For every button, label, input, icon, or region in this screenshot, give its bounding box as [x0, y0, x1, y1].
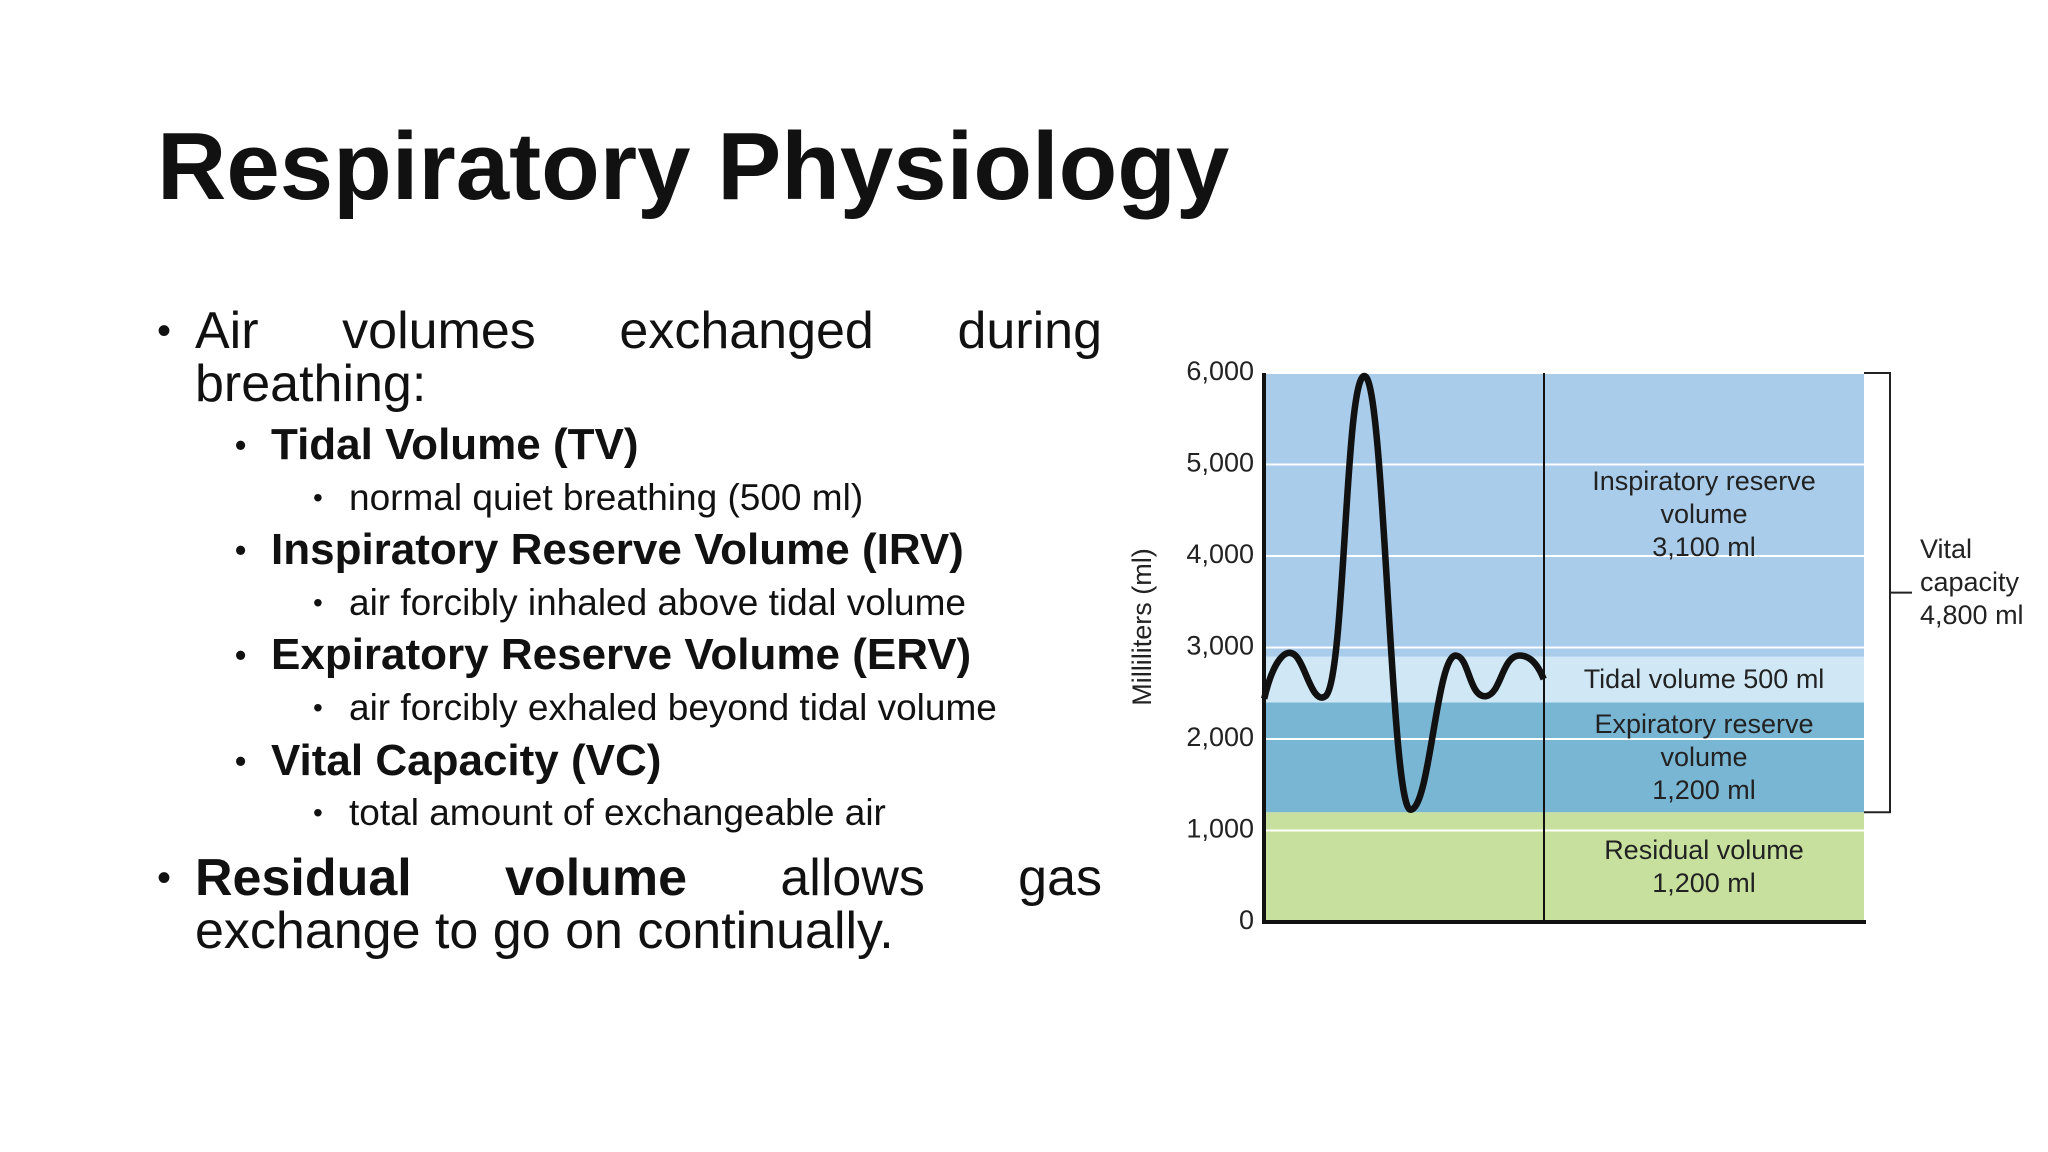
text: allows gas exchange to go on continually… [195, 848, 1102, 960]
band-label: Expiratory reserve volume 1,200 ml [1554, 697, 1854, 817]
bracket-value-label: 4,800 ml [1920, 599, 2024, 630]
band-name: Expiratory reserve volume [1594, 708, 1814, 772]
band [1264, 702, 1864, 813]
band-value-label: 3,100 ml [1652, 532, 1756, 563]
band-value-label: 1,200 ml [1652, 868, 1756, 899]
sub-sub-bullet: air forcibly exhaled beyond tidal volume [313, 682, 1102, 735]
band-label: Tidal volume 500 ml [1554, 620, 1854, 740]
sub-bullet: Inspiratory Reserve Volume (IRV) [235, 524, 1102, 577]
band-label-text: Inspiratory reserve volume 3,100 ml [1589, 465, 1819, 564]
bands [1264, 373, 1864, 922]
breathing-curve [1261, 372, 1547, 813]
band-value-label: 500 ml [1743, 664, 1825, 695]
y-tick-label: 4,000 [1186, 539, 1254, 569]
y-tick-label: 1,000 [1186, 814, 1254, 844]
text: Air volumes exchanged during breathing: [195, 302, 1102, 413]
y-tick-label: 3,000 [1186, 631, 1254, 661]
slide-title: Respiratory Physiology [157, 113, 1230, 220]
sub-bullet: Expiratory Reserve Volume (ERV) [235, 629, 1102, 682]
y-tick-label: 6,000 [1186, 356, 1254, 386]
band [1264, 656, 1864, 703]
sub-sub-bullet: total amount of exchangeable air [313, 787, 1102, 840]
bracket-name: Vital capacity [1920, 533, 2020, 597]
bold-text: Residual volume [195, 848, 688, 907]
band-label-box: Tidal volume 500 ml [1554, 620, 1854, 740]
sub-sub-bullet: normal quiet breathing (500 ml) [313, 472, 1102, 525]
band-label: Inspiratory reserve volume 3,100 ml [1554, 455, 1854, 575]
bullet: Air volumes exchanged during breathing:T… [157, 305, 1102, 840]
band-value-label: 1,200 ml [1652, 774, 1756, 805]
band-name: Inspiratory reserve volume [1592, 466, 1816, 530]
bracket [1864, 372, 1912, 814]
breathing-curve-group [1261, 372, 1547, 813]
band-label-text: Tidal volume 500 ml [1584, 663, 1825, 696]
bracket-label: Vital capacity 4,800 ml [1920, 533, 2040, 632]
y-axis-label: Milliliters (ml) [1127, 548, 1157, 705]
band [1264, 373, 1864, 657]
y-tick-label: 5,000 [1186, 448, 1254, 478]
band-name: Residual volume [1604, 835, 1804, 866]
band-label-text: Residual volume 1,200 ml [1589, 834, 1819, 900]
band-label: Residual volume 1,200 ml [1554, 807, 1854, 927]
y-tick-label: 0 [1239, 905, 1254, 935]
band-name: Tidal volume [1583, 664, 1736, 695]
y-tick-label: 2,000 [1186, 722, 1254, 752]
sub-sub-bullet: air forcibly inhaled above tidal volume [313, 577, 1102, 630]
sub-list: Tidal Volume (TV)normal quiet breathing … [157, 419, 1102, 840]
bullet-list: Air volumes exchanged during breathing:T… [157, 305, 1102, 970]
band-label-text: Expiratory reserve volume 1,200 ml [1589, 708, 1819, 807]
bullet: Residual volume allows gas exchange to g… [157, 848, 1102, 960]
sub-bullet: Vital Capacity (VC) [235, 735, 1102, 788]
sub-bullet: Tidal Volume (TV) [235, 419, 1102, 472]
